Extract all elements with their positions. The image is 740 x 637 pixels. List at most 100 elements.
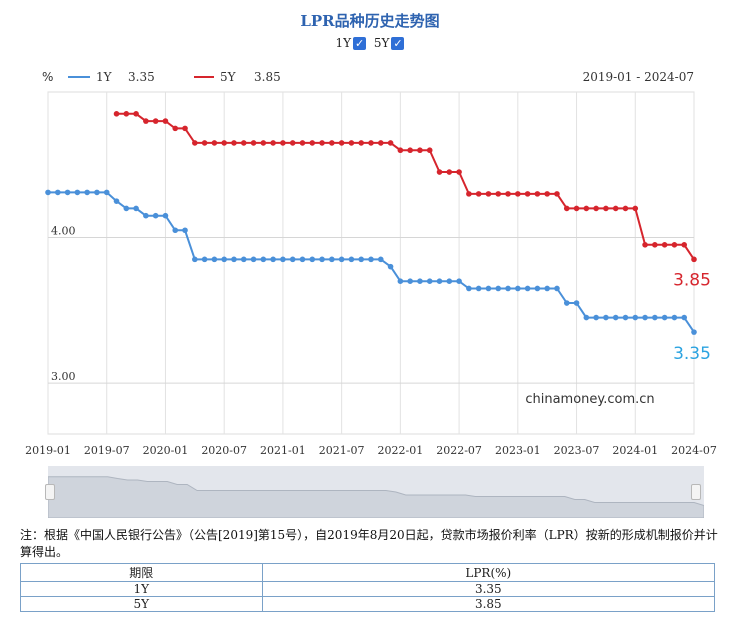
data-point-5y[interactable]	[201, 140, 208, 146]
data-point-5y[interactable]	[524, 191, 531, 197]
data-point-5y[interactable]	[211, 140, 218, 146]
data-point-1y[interactable]	[338, 256, 345, 263]
data-point-5y[interactable]	[123, 111, 130, 117]
data-point-5y[interactable]	[221, 140, 227, 146]
data-point-1y[interactable]	[534, 285, 541, 292]
data-point-1y[interactable]	[475, 285, 482, 292]
data-point-5y[interactable]	[642, 242, 648, 248]
data-point-1y[interactable]	[358, 256, 365, 263]
data-point-5y[interactable]	[260, 140, 267, 146]
data-point-1y[interactable]	[583, 314, 590, 321]
data-point-1y[interactable]	[113, 198, 120, 204]
data-point-5y[interactable]	[691, 256, 697, 263]
data-point-5y[interactable]	[475, 191, 482, 197]
data-point-1y[interactable]	[54, 189, 61, 196]
data-point-1y[interactable]	[182, 227, 188, 234]
data-point-5y[interactable]	[515, 191, 521, 197]
range-navigator[interactable]	[45, 466, 704, 518]
data-point-1y[interactable]	[280, 256, 286, 263]
data-point-1y[interactable]	[172, 227, 179, 234]
data-point-1y[interactable]	[250, 256, 257, 263]
data-point-5y[interactable]	[358, 140, 365, 146]
data-point-1y[interactable]	[152, 212, 159, 219]
navigator-right-handle[interactable]	[691, 484, 701, 500]
data-point-1y[interactable]	[64, 189, 71, 196]
toggle-5y[interactable]: 5Y ✓	[374, 36, 405, 50]
data-point-5y[interactable]	[544, 191, 550, 197]
data-point-5y[interactable]	[661, 242, 668, 248]
data-point-5y[interactable]	[387, 140, 394, 146]
data-point-1y[interactable]	[671, 314, 678, 321]
data-point-5y[interactable]	[231, 140, 237, 146]
data-point-1y[interactable]	[133, 205, 139, 212]
data-point-5y[interactable]	[583, 205, 590, 212]
data-point-1y[interactable]	[231, 256, 237, 263]
data-point-5y[interactable]	[466, 191, 472, 197]
data-point-5y[interactable]	[289, 140, 296, 146]
data-point-5y[interactable]	[377, 140, 384, 146]
data-point-5y[interactable]	[309, 140, 316, 146]
data-point-1y[interactable]	[446, 278, 453, 284]
checkbox-checked-icon[interactable]: ✓	[353, 36, 367, 50]
data-point-5y[interactable]	[319, 140, 325, 146]
data-point-5y[interactable]	[603, 205, 609, 212]
data-point-5y[interactable]	[172, 125, 179, 132]
data-point-5y[interactable]	[182, 125, 188, 132]
data-point-1y[interactable]	[201, 256, 208, 263]
data-point-1y[interactable]	[240, 256, 247, 263]
data-point-5y[interactable]	[671, 242, 678, 248]
data-point-1y[interactable]	[103, 189, 110, 196]
data-point-5y[interactable]	[270, 140, 276, 146]
data-point-1y[interactable]	[426, 278, 433, 284]
data-point-5y[interactable]	[485, 191, 492, 197]
data-point-5y[interactable]	[622, 205, 629, 212]
data-point-5y[interactable]	[152, 118, 159, 124]
data-point-1y[interactable]	[681, 314, 688, 321]
data-point-1y[interactable]	[622, 314, 629, 321]
data-point-1y[interactable]	[45, 189, 51, 196]
data-point-5y[interactable]	[192, 140, 198, 146]
data-point-1y[interactable]	[485, 285, 492, 292]
data-point-1y[interactable]	[162, 212, 169, 219]
chart-legend[interactable]: % 1Y 3.35 5Y 3.85	[42, 70, 281, 84]
data-point-1y[interactable]	[544, 285, 550, 292]
data-point-1y[interactable]	[691, 329, 697, 335]
data-point-1y[interactable]	[661, 314, 668, 321]
data-point-1y[interactable]	[84, 189, 90, 196]
data-point-1y[interactable]	[221, 256, 227, 263]
navigator-left-handle[interactable]	[45, 484, 55, 500]
data-point-5y[interactable]	[280, 140, 286, 146]
data-point-5y[interactable]	[338, 140, 345, 146]
data-point-1y[interactable]	[211, 256, 218, 263]
data-point-1y[interactable]	[603, 314, 609, 321]
data-point-5y[interactable]	[446, 169, 453, 175]
data-point-5y[interactable]	[652, 242, 658, 248]
data-point-1y[interactable]	[309, 256, 316, 263]
data-point-1y[interactable]	[397, 278, 404, 284]
data-point-5y[interactable]	[573, 205, 580, 212]
data-point-5y[interactable]	[554, 191, 560, 197]
data-point-1y[interactable]	[515, 285, 521, 292]
data-point-1y[interactable]	[387, 263, 394, 270]
data-point-1y[interactable]	[563, 300, 570, 306]
data-point-5y[interactable]	[348, 140, 355, 146]
data-point-1y[interactable]	[652, 314, 658, 321]
data-point-1y[interactable]	[642, 314, 648, 321]
checkbox-checked-icon[interactable]: ✓	[391, 36, 405, 50]
data-point-5y[interactable]	[250, 140, 257, 146]
toggle-1y[interactable]: 1Y ✓	[336, 36, 367, 50]
data-point-5y[interactable]	[505, 191, 511, 197]
data-point-1y[interactable]	[94, 189, 100, 196]
data-point-1y[interactable]	[407, 278, 413, 284]
data-point-5y[interactable]	[436, 169, 443, 175]
data-point-5y[interactable]	[534, 191, 541, 197]
data-point-5y[interactable]	[593, 205, 599, 212]
data-point-1y[interactable]	[329, 256, 335, 263]
data-point-5y[interactable]	[456, 169, 462, 175]
lpr-line-chart[interactable]: % 1Y 3.35 5Y 3.85 2019-01 - 2024-07 chin…	[0, 60, 740, 460]
data-point-1y[interactable]	[289, 256, 296, 263]
data-point-1y[interactable]	[319, 256, 325, 263]
data-point-1y[interactable]	[143, 212, 149, 219]
data-point-5y[interactable]	[495, 191, 502, 197]
data-point-1y[interactable]	[573, 300, 580, 306]
